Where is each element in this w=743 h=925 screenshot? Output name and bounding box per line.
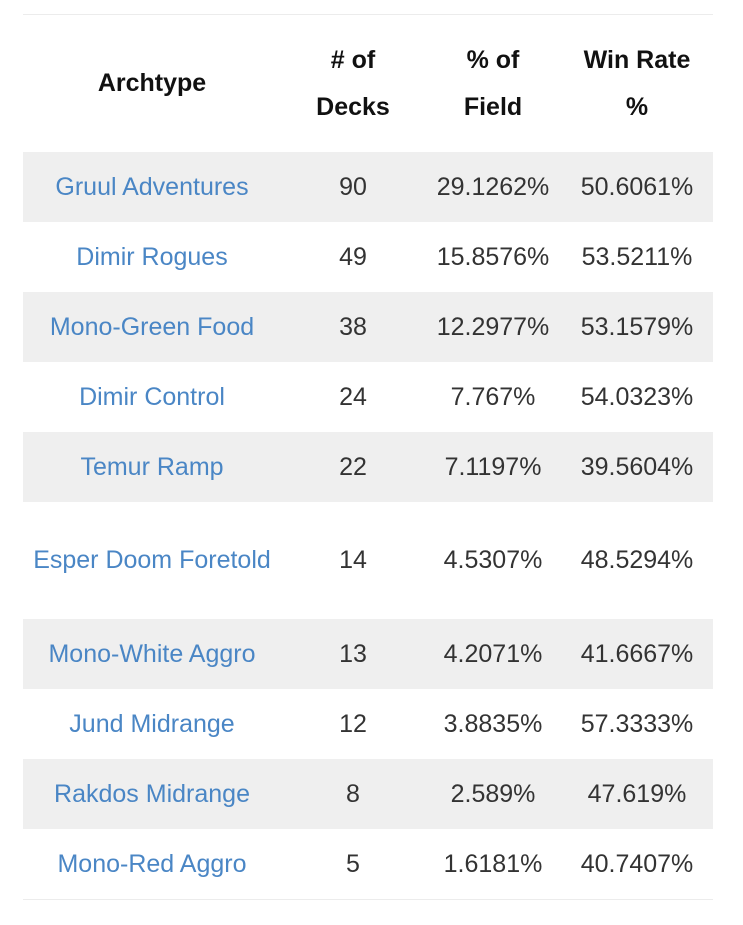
archetype-cell: Dimir Rogues	[23, 222, 281, 292]
table-row: Jund Midrange 12 3.8835% 57.3333%	[23, 689, 713, 759]
win-rate-cell: 53.1579%	[580, 312, 694, 341]
archetype-cell: Rakdos Midrange	[23, 759, 281, 829]
win-rate-cell: 48.5294%	[580, 546, 694, 574]
field-percent-cell: 7.767%	[450, 382, 536, 411]
table-row: Gruul Adventures 90 29.1262% 50.6061%	[23, 152, 713, 222]
archetype-link[interactable]: Rakdos Midrange	[54, 779, 250, 808]
top-divider	[23, 14, 713, 15]
archetype-link[interactable]: Temur Ramp	[80, 452, 224, 481]
field-percent-cell: 1.6181%	[443, 849, 543, 878]
table-row: Mono-White Aggro 13 4.2071% 41.6667%	[23, 619, 713, 689]
header-winrate[interactable]: Win Rate%	[583, 45, 691, 121]
table-row: Dimir Control 24 7.767% 54.0323%	[23, 362, 713, 432]
archetype-link[interactable]: Gruul Adventures	[55, 172, 249, 201]
win-rate-cell: 54.0323%	[580, 382, 694, 411]
archetype-cell: Mono-Red Aggro	[23, 829, 281, 899]
win-rate-cell: 57.3333%	[580, 709, 694, 738]
win-rate-cell: 50.6061%	[580, 172, 694, 201]
decks-cell: 8	[346, 779, 360, 808]
decks-cell: 12	[339, 709, 367, 738]
archetype-link[interactable]: Dimir Control	[79, 382, 225, 411]
win-rate-cell: 53.5211%	[581, 242, 693, 271]
archetype-link[interactable]: Mono-White Aggro	[48, 639, 256, 668]
win-rate-cell: 41.6667%	[580, 639, 694, 668]
archetype-cell: Esper Doom Foretold	[23, 502, 281, 619]
table-row: Rakdos Midrange 8 2.589% 47.619%	[23, 759, 713, 829]
archetype-cell: Mono-White Aggro	[23, 619, 281, 689]
archetype-table: Archtype # of Decks % of Field Win Rate% G…	[23, 15, 713, 899]
decks-cell: 38	[339, 312, 367, 341]
decks-cell: 90	[339, 172, 367, 201]
win-rate-cell: 47.619%	[587, 779, 687, 808]
archetype-cell: Mono-Green Food	[23, 292, 281, 362]
header-row: Archtype # of Decks % of Field Win Rate%	[23, 15, 713, 152]
field-percent-cell: 2.589%	[450, 779, 536, 808]
field-percent-cell: 3.8835%	[443, 709, 543, 738]
archetype-link[interactable]: Mono-Green Food	[49, 312, 255, 341]
field-percent-cell: 15.8576%	[436, 242, 550, 271]
decks-cell: 5	[346, 849, 360, 878]
table-row: Mono-Red Aggro 5 1.6181% 40.7407%	[23, 829, 713, 899]
table-header: Archtype # of Decks % of Field Win Rate%	[23, 15, 713, 152]
archetype-link[interactable]: Esper Doom Foretold	[33, 546, 271, 574]
table-row: Esper Doom Foretold 14 4.5307% 48.5294%	[23, 502, 713, 619]
table-row: Dimir Rogues 49 15.8576% 53.5211%	[23, 222, 713, 292]
field-percent-cell: 4.5307%	[443, 546, 543, 574]
header-archetype[interactable]: Archtype	[97, 69, 207, 97]
archetype-cell: Jund Midrange	[23, 689, 281, 759]
table-row: Mono-Green Food 38 12.2977% 53.1579%	[23, 292, 713, 362]
header-field[interactable]: % of Field	[463, 45, 523, 121]
field-percent-cell: 29.1262%	[436, 172, 550, 201]
decks-cell: 13	[339, 639, 367, 668]
decks-cell: 49	[339, 242, 367, 271]
table-row: Temur Ramp 22 7.1197% 39.5604%	[23, 432, 713, 502]
archetype-cell: Gruul Adventures	[23, 152, 281, 222]
archetype-cell: Temur Ramp	[23, 432, 281, 502]
decks-cell: 22	[339, 452, 367, 481]
archetype-table-container: Archtype # of Decks % of Field Win Rate% G…	[23, 14, 713, 900]
win-rate-cell: 39.5604%	[580, 452, 694, 481]
header-decks[interactable]: # of Decks	[316, 45, 390, 121]
field-percent-cell: 4.2071%	[443, 639, 543, 668]
archetype-cell: Dimir Control	[23, 362, 281, 432]
archetype-link[interactable]: Dimir Rogues	[76, 242, 228, 271]
decks-cell: 14	[339, 546, 367, 574]
field-percent-cell: 7.1197%	[444, 452, 542, 481]
win-rate-cell: 40.7407%	[580, 849, 694, 878]
field-percent-cell: 12.2977%	[436, 312, 550, 341]
table-body: Gruul Adventures 90 29.1262% 50.6061% Dimir …	[23, 152, 713, 899]
archetype-link[interactable]: Jund Midrange	[69, 709, 235, 738]
decks-cell: 24	[339, 382, 367, 411]
archetype-link[interactable]: Mono-Red Aggro	[57, 849, 247, 878]
bottom-divider	[23, 899, 713, 900]
